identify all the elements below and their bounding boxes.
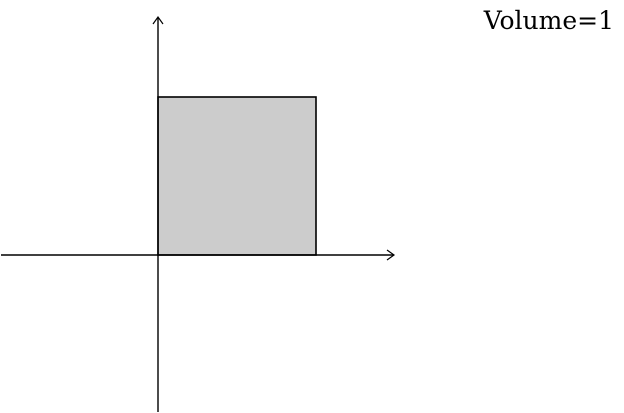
y-axis: [152, 15, 164, 412]
x-axis: [1, 249, 396, 261]
x-axis-arrowhead: [386, 249, 396, 261]
unit-square: [157, 96, 317, 256]
y-axis-arrowhead: [152, 15, 164, 25]
volume-label: Volume=1: [483, 6, 614, 35]
